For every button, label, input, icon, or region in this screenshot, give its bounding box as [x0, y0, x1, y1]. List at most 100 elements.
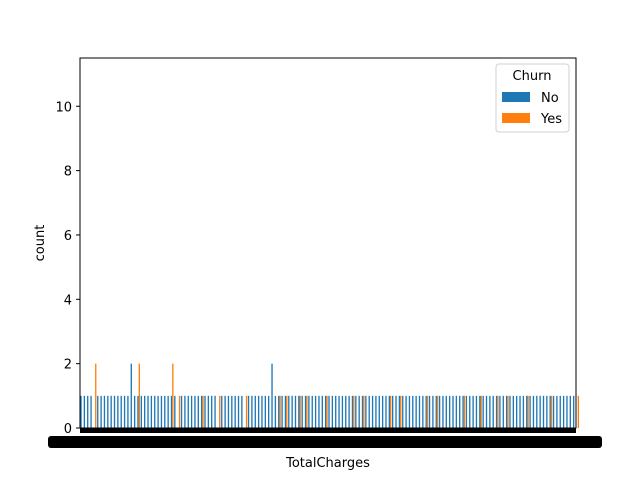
bar-no [398, 395, 401, 428]
bar-no [435, 395, 437, 428]
y-axis-label: count [33, 225, 48, 262]
bar-no [311, 395, 313, 428]
bar-no [516, 395, 518, 428]
bar-no [231, 395, 233, 428]
bar-no [402, 395, 404, 428]
bar-no [174, 395, 176, 428]
bar-no [475, 395, 478, 428]
bar-yes [299, 395, 301, 428]
bar-no [412, 395, 414, 428]
bar-no [123, 395, 126, 428]
bar-no [80, 395, 82, 428]
bar-no [462, 395, 464, 428]
bar-no [546, 395, 548, 428]
bar-no [375, 395, 377, 428]
bar-no [133, 395, 136, 428]
bar-no [180, 395, 183, 428]
bar-no [542, 395, 545, 428]
bar-no [224, 395, 226, 428]
bar-yes [363, 395, 365, 428]
bar-no [130, 363, 132, 428]
bar-no [522, 395, 525, 428]
bar-no [321, 395, 323, 428]
bar-no [539, 395, 541, 428]
bar-no [509, 395, 511, 428]
bar-no [331, 395, 334, 428]
bar-no [211, 395, 213, 428]
bar-no [117, 395, 119, 428]
bar-no [200, 395, 203, 428]
bar-yes [527, 395, 529, 428]
bar-no [552, 395, 555, 428]
bar-no [241, 395, 243, 428]
bar-no [365, 395, 367, 428]
bar-no [395, 395, 397, 428]
bar-no [351, 395, 354, 428]
bar-no [298, 395, 300, 428]
bar-no [308, 395, 310, 428]
bar-no [479, 395, 481, 428]
bar-no [221, 395, 223, 428]
bar-no [291, 395, 293, 428]
bar-yes [245, 395, 248, 428]
bar-no [482, 395, 484, 428]
bar-no [428, 395, 431, 428]
bar-yes [138, 363, 140, 428]
bar-no [304, 395, 307, 428]
bar-no [526, 395, 528, 428]
bar-no [90, 395, 92, 428]
bar-no [150, 395, 153, 428]
bar-no [314, 395, 317, 428]
bar-no [465, 395, 468, 428]
x-tick-band [80, 428, 576, 433]
bar-no [469, 395, 471, 428]
bar-no [278, 395, 280, 428]
bar-yes [202, 395, 204, 428]
bar-no [268, 395, 270, 428]
bar-no [251, 395, 253, 428]
bar-no [103, 395, 106, 428]
bar-yes [286, 395, 288, 428]
bar-no [472, 395, 474, 428]
bar-no [512, 395, 514, 428]
bar-yes [577, 395, 580, 428]
bar-yes [178, 395, 181, 428]
x-tick-labels-overlap [48, 436, 602, 448]
bar-no [110, 395, 112, 428]
legend-title: Churn [513, 69, 552, 84]
bar-no [294, 395, 297, 428]
bar-no [378, 395, 380, 428]
bar-no [147, 395, 149, 428]
bar-yes [480, 395, 482, 428]
bar-no [341, 395, 344, 428]
bar-no [485, 395, 488, 428]
bar-no [532, 395, 535, 428]
bar-no [83, 395, 86, 428]
bar-no [281, 395, 283, 428]
legend-label-no: No [541, 91, 559, 106]
bar-no [338, 395, 340, 428]
bar-no [519, 395, 521, 428]
y-tick-label: 4 [64, 293, 72, 308]
bar-no [495, 395, 498, 428]
bar-no [264, 395, 266, 428]
bar-no [97, 395, 99, 428]
bar-no [562, 395, 565, 428]
bar-yes [507, 395, 509, 428]
x-ticks-group [48, 428, 602, 448]
bar-no [227, 395, 230, 428]
bar-no [204, 395, 206, 428]
bar-yes [326, 395, 328, 428]
bar-no [324, 395, 327, 428]
bar-no [438, 395, 441, 428]
bar-no [529, 395, 531, 428]
bars-group [80, 363, 580, 428]
bar-no [388, 395, 390, 428]
bar-no [559, 395, 561, 428]
bar-no [187, 395, 189, 428]
y-tick-label: 0 [64, 422, 72, 437]
bar-no [368, 395, 370, 428]
bar-no [492, 395, 494, 428]
bar-no [569, 395, 571, 428]
bar-no [358, 395, 360, 428]
